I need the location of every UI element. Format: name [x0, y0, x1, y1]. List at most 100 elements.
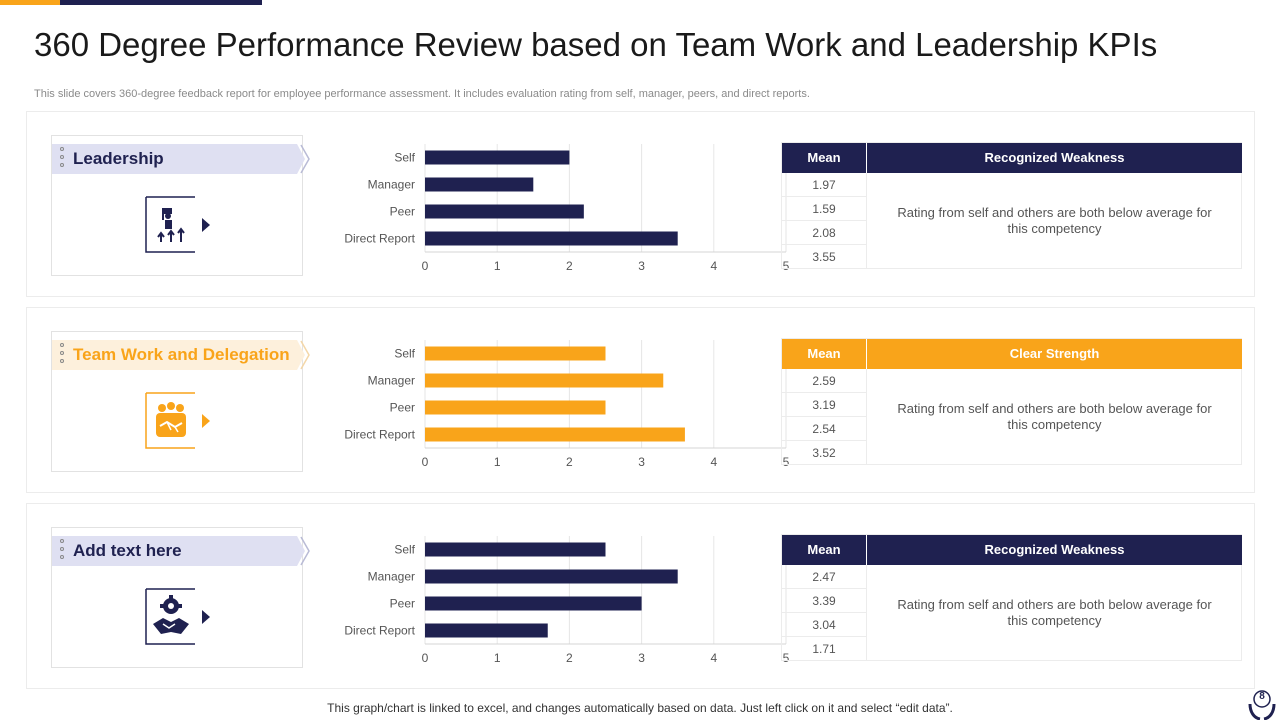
x-tick-label: 3	[638, 259, 645, 273]
kpi-row-teamwork: Team Work and Delegation 0 1 2 3 4 5 Self Manag…	[26, 307, 1255, 493]
bar	[425, 623, 548, 638]
dots-decoration	[60, 539, 65, 563]
mean-header: Mean	[782, 143, 866, 173]
y-category-label: Peer	[390, 205, 415, 219]
bar	[425, 400, 606, 415]
chevron-right-icon	[300, 340, 310, 370]
x-tick-label: 3	[638, 651, 645, 665]
mean-value: 3.19	[782, 393, 867, 417]
bar	[425, 542, 606, 557]
y-category-label: Manager	[368, 374, 415, 388]
bar	[425, 231, 678, 246]
bar-chart-custom[interactable]: 0 1 2 3 4 5 Self Manager Peer Direct Report	[309, 534, 790, 669]
top-accent-navy	[60, 0, 262, 5]
assessment-header: Recognized Weakness	[867, 535, 1242, 565]
y-category-label: Peer	[390, 597, 415, 611]
bar-chart-teamwork[interactable]: 0 1 2 3 4 5 Self Manager Peer Direct Report	[309, 338, 790, 473]
kpi-card: Team Work and Delegation	[51, 331, 310, 472]
team-handshake-icon	[145, 392, 197, 449]
bar	[425, 150, 570, 165]
x-tick-label: 2	[566, 455, 573, 469]
kpi-card: Leadership	[51, 135, 310, 276]
x-tick-label: 4	[710, 259, 717, 273]
pointer-arrow-icon	[202, 414, 210, 428]
kpi-label-text: Leadership	[73, 149, 164, 168]
x-tick-label: 4	[710, 455, 717, 469]
mean-header: Mean	[782, 339, 866, 369]
y-category-label: Direct Report	[344, 624, 415, 638]
assessment-description: Rating from self and others are both bel…	[897, 401, 1212, 432]
assessment-description: Rating from self and others are both bel…	[897, 597, 1212, 628]
page-number-badge: 8	[1248, 688, 1276, 720]
assessment-header: Clear Strength	[867, 339, 1242, 369]
kpi-label-banner: Leadership	[52, 144, 310, 174]
y-category-label: Peer	[390, 401, 415, 415]
y-category-label: Direct Report	[344, 428, 415, 442]
bar	[425, 373, 664, 388]
banner-arrow	[297, 340, 305, 370]
banner-arrow	[297, 144, 305, 174]
mean-values: 1.97 1.59 2.08 3.55	[782, 173, 867, 269]
x-tick-label: 0	[422, 455, 429, 469]
bar-chart-leadership[interactable]: 0 1 2 3 4 5 Self Manager Peer Direct Report	[309, 142, 790, 277]
bar	[425, 569, 678, 584]
mean-value: 2.08	[782, 221, 867, 245]
y-category-label: Self	[394, 543, 415, 557]
assessment-description: Rating from self and others are both bel…	[897, 205, 1212, 236]
x-tick-label: 0	[422, 651, 429, 665]
mean-value: 3.04	[782, 613, 867, 637]
bar	[425, 204, 584, 219]
y-category-label: Manager	[368, 570, 415, 584]
dots-decoration	[60, 147, 65, 171]
kpi-label-text: Team Work and Delegation	[73, 345, 290, 364]
x-tick-label: 5	[783, 259, 790, 273]
y-category-label: Self	[394, 151, 415, 165]
footer-note: This graph/chart is linked to excel, and…	[327, 701, 953, 715]
kpi-row-leadership: Leadership 0 1 2 3 4 5 Self Manager Peer Direct R…	[26, 111, 1255, 297]
mean-value: 3.52	[782, 441, 867, 465]
x-tick-label: 4	[710, 651, 717, 665]
mean-values: 2.59 3.19 2.54 3.52	[782, 369, 867, 465]
chevron-right-icon	[300, 536, 310, 566]
mean-value: 3.55	[782, 245, 867, 269]
bar	[425, 346, 606, 361]
mean-value: 2.54	[782, 417, 867, 441]
mean-value: 2.47	[782, 565, 867, 589]
mean-table: Mean Recognized Weakness 1.97 1.59 2.08 …	[781, 142, 1242, 269]
gear-handshake-icon	[145, 588, 197, 645]
banner-arrow	[297, 536, 305, 566]
kpi-label-banner: Team Work and Delegation	[52, 340, 310, 370]
mean-table: Mean Recognized Weakness 2.47 3.39 3.04 …	[781, 534, 1242, 661]
assessment-header: Recognized Weakness	[867, 143, 1242, 173]
x-tick-label: 5	[783, 455, 790, 469]
y-category-label: Manager	[368, 178, 415, 192]
mean-values: 2.47 3.39 3.04 1.71	[782, 565, 867, 661]
kpi-label-banner: Add text here	[52, 536, 310, 566]
y-category-label: Direct Report	[344, 232, 415, 246]
mean-value: 2.59	[782, 369, 867, 393]
page-number: 8	[1259, 691, 1265, 702]
kpi-card: Add text here	[51, 527, 310, 668]
dots-decoration	[60, 343, 65, 367]
mean-value: 1.71	[782, 637, 867, 661]
x-tick-label: 1	[494, 455, 501, 469]
mean-value: 1.59	[782, 197, 867, 221]
page-subtitle: This slide covers 360-degree feedback re…	[34, 88, 810, 100]
mean-table: Mean Clear Strength 2.59 3.19 2.54 3.52 …	[781, 338, 1242, 465]
x-tick-label: 2	[566, 259, 573, 273]
mean-header: Mean	[782, 535, 866, 565]
mean-value: 3.39	[782, 589, 867, 613]
x-tick-label: 1	[494, 259, 501, 273]
x-tick-label: 2	[566, 651, 573, 665]
x-tick-label: 5	[783, 651, 790, 665]
x-tick-label: 0	[422, 259, 429, 273]
mean-value: 1.97	[782, 173, 867, 197]
kpi-label-text: Add text here	[73, 541, 182, 560]
x-tick-label: 3	[638, 455, 645, 469]
bar	[425, 427, 685, 442]
y-category-label: Self	[394, 347, 415, 361]
pointer-arrow-icon	[202, 218, 210, 232]
kpi-row-custom: Add text here 0 1 2 3 4 5 Self Manager Peer Direc…	[26, 503, 1255, 689]
pointer-arrow-icon	[202, 610, 210, 624]
leadership-icon	[145, 196, 197, 253]
